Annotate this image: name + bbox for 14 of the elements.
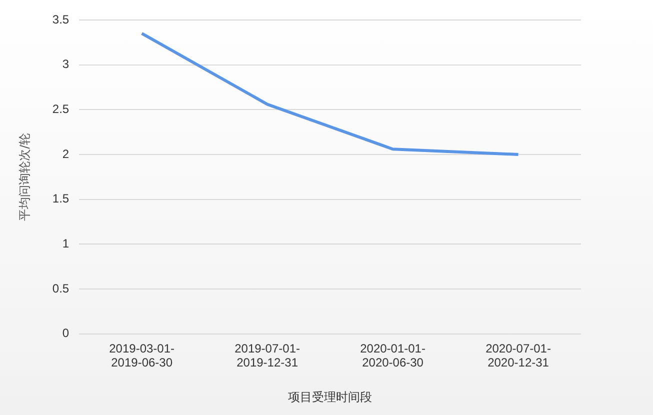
x-tick-label: 2019-03-01-2019-06-30 <box>109 341 175 370</box>
x-tick-label: 2020-07-01-2020-12-31 <box>486 341 551 370</box>
x-tick-label: 2020-01-01-2020-06-30 <box>360 341 426 370</box>
y-tick-label: 0.5 <box>52 281 70 296</box>
y-axis-title: 平均问询轮次/轮 <box>17 132 32 221</box>
y-tick-label: 3 <box>62 57 70 72</box>
y-tick-label: 0 <box>62 326 70 340</box>
x-axis-title: 项目受理时间段 <box>288 390 372 404</box>
y-tick-label: 1.5 <box>52 192 70 206</box>
y-tick-label: 2 <box>62 146 70 161</box>
y-tick-label: 3.5 <box>52 12 70 26</box>
y-tick-label: 1 <box>62 236 70 250</box>
y-tick-label: 2.5 <box>52 102 70 116</box>
x-tick-label: 2019-07-01-2019-12-31 <box>234 341 300 370</box>
